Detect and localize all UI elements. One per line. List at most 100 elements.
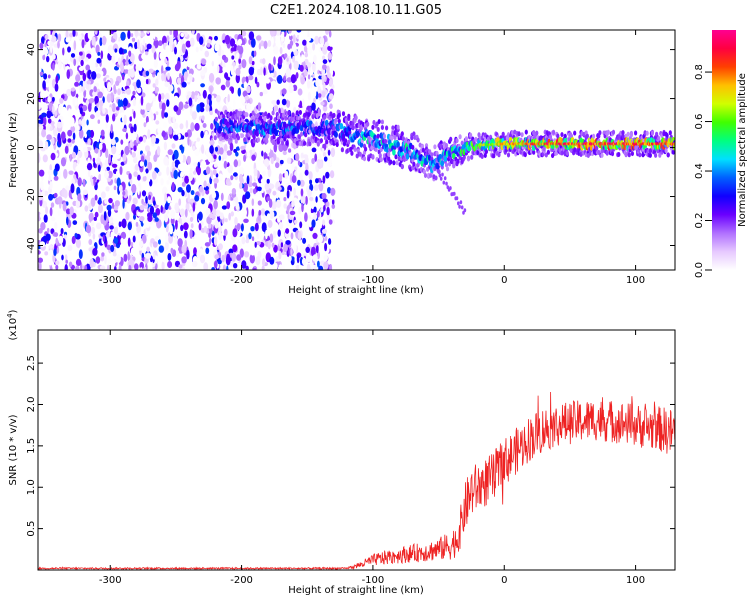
heatmap-cell [44,251,49,256]
heatmap-cell [47,118,52,124]
heatmap-cell [309,183,314,192]
heatmap-cell [164,214,169,223]
heatmap-cell [130,85,134,92]
heatmap-cell [246,102,251,112]
heatmap-cell [84,264,88,270]
heatmap-cell [171,161,176,168]
heatmap-cell [293,187,296,197]
heatmap-cell [88,239,93,245]
heatmap-cell [85,64,90,71]
heatmap-cell [520,132,524,138]
heatmap-cell [307,91,311,101]
heatmap-cell [190,223,194,229]
heatmap-cell [199,254,206,264]
heatmap-cell [77,95,83,104]
heatmap-cell [170,217,175,225]
heatmap-cell [132,90,136,96]
heatmap-cell [155,86,159,93]
heatmap-cell [453,191,456,196]
y-tick-label: 40 [26,43,37,56]
heatmap-cell [235,67,241,76]
heatmap-cell [291,175,297,184]
heatmap-cell [57,33,62,42]
heatmap-cell [233,210,239,218]
heatmap-cell [282,43,286,48]
heatmap-cell [276,99,280,105]
heatmap-cell [321,76,325,86]
heatmap-cell [213,67,219,76]
heatmap-cell [380,125,384,130]
heatmap-cell [177,77,182,85]
heatmap-cell [634,130,638,136]
x-tick-label: -100 [362,575,385,586]
heatmap-cell [347,113,351,119]
heatmap-cell [125,88,132,95]
heatmap-cell [183,222,189,231]
heatmap-cell [322,219,326,226]
heatmap-cell [291,112,295,118]
heatmap-cell [44,49,49,55]
heatmap-cell [75,165,81,172]
heatmap-cell [106,264,110,270]
heatmap-cell [139,261,144,270]
heatmap-cell [76,57,79,66]
heatmap-cell [64,254,68,261]
heatmap-cell [64,264,68,270]
heatmap-cell [466,156,471,162]
heatmap-cell [229,111,233,117]
heatmap-cell [95,73,101,79]
heatmap-cell [318,182,324,192]
heatmap-cell [251,60,255,66]
heatmap-cell [445,166,450,172]
heatmap-cell [315,245,319,254]
heatmap-cell [168,84,174,92]
heatmap-cell [307,74,311,80]
heatmap-cell [135,221,139,227]
heatmap-cell [411,144,415,150]
heatmap-cell [339,123,344,130]
heatmap-cell [165,45,171,53]
heatmap-cell [116,141,120,149]
heatmap-cell [107,208,112,217]
heatmap-cell [213,154,217,160]
heatmap-cell [332,125,336,131]
heatmap-cell [164,58,168,64]
heatmap-cell [331,84,335,90]
y-tick-label: 1.0 [26,479,37,495]
heatmap-cell [188,68,194,76]
heatmap-cell [74,97,78,106]
heatmap-cell [131,152,136,158]
heatmap-cell [221,77,226,84]
heatmap-cell [236,52,240,59]
colorbar-tick-label: 0.4 [694,163,705,179]
heatmap-cell [163,121,167,129]
heatmap-cell [411,158,415,163]
heatmap-cell [68,261,73,268]
heatmap-cell [347,139,351,145]
heatmap-cell [311,147,317,153]
heatmap-cell [217,173,223,182]
heatmap-cell [145,195,148,204]
heatmap-cell [251,154,256,161]
heatmap-cell [251,208,255,217]
heatmap-cell [142,175,147,182]
heatmap-cell [204,242,211,247]
heatmap-cell [204,130,208,137]
heatmap-cell [199,107,205,113]
heatmap-cell [317,108,321,114]
heatmap-cell [291,161,295,172]
heatmap-cell [246,261,251,267]
heatmap-cell [38,104,41,110]
heatmap-cell [298,110,302,115]
heatmap-cell [329,103,333,109]
heatmap-cell [79,107,83,115]
heatmap-cell [243,137,247,143]
heatmap-cell [81,39,85,49]
heatmap-cell [142,136,147,143]
heatmap-cell [324,235,328,242]
heatmap-cell [72,30,76,37]
heatmap-cell [306,39,310,49]
heatmap-cell [171,181,175,191]
heatmap-cell [94,95,99,104]
heatmap-cell [139,204,145,211]
